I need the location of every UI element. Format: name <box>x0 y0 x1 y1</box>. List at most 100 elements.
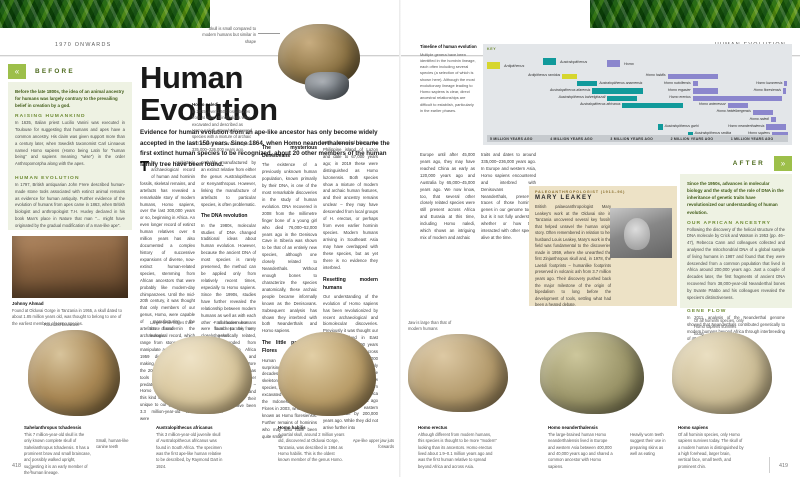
chart-bar-15 <box>771 131 788 137</box>
chart-bar-label-9: Homo ergaster <box>667 87 691 92</box>
chart-bar-11 <box>727 102 748 108</box>
annotation-chin: Of all hominin species, only Homo sapien… <box>694 318 744 336</box>
before-label: BEFORE <box>35 68 75 75</box>
caption-olduvai-name: Johnny Ahmad <box>12 301 44 306</box>
chart-bar-label-5: Australopithecus garhi <box>664 123 699 128</box>
skull-name-3: Homo erectus <box>418 425 448 430</box>
chart-bar-2 <box>592 88 643 94</box>
before-intro: Before the late 1800s, the idea of an an… <box>15 89 125 109</box>
axis-tick-1: 4 MILLION YEARS AGO <box>550 136 593 141</box>
chart-bar-label-17: Homo floresiensis <box>753 87 781 92</box>
col4-para-0: were recovered from the Philippine islan… <box>323 140 378 270</box>
after-label: AFTER <box>732 160 765 167</box>
skull-text-2: A partial skull, around 2 million years … <box>278 431 345 463</box>
chart-bar-5 <box>657 124 663 130</box>
article-column-5: Europe until after 45,000 years ago, the… <box>420 152 475 245</box>
before-body-1: In 1797, British antiquarian John Frere … <box>15 181 125 228</box>
legend-label-2: Homo <box>624 61 634 66</box>
era-label: 1970 ONWARDS <box>55 42 112 48</box>
col3-heading: The mysterious Denisovans <box>262 145 317 160</box>
skull-name-0: Sahelanthropus tchadensis <box>24 425 82 430</box>
chart-bar-label-15: Homo sapiens <box>747 131 770 135</box>
annotation-apelike-jaw: Ape-like upper jaw juts forwards <box>352 438 394 450</box>
skull-caption-sahelanthropus: Sahelanthropus tchadensis This 7 million… <box>24 425 92 476</box>
biography-name: MARY LEAKEY <box>535 195 593 201</box>
before-tab[interactable]: « BEFORE <box>8 64 75 79</box>
skull-photo-sahelanthropus <box>28 330 120 416</box>
header-art-left <box>0 0 210 28</box>
page-number-right: 419 <box>779 463 788 469</box>
chart-bar-13 <box>770 117 777 123</box>
chart-bar-12 <box>752 110 773 116</box>
col2-heading: The DNA revolution <box>201 213 248 220</box>
chart-caption-body: Multiple genera have been identified in … <box>420 51 476 113</box>
chart-bar-label-10: Homo erectus <box>669 95 691 99</box>
skull-text-1: This 3 million-year-old juvenile skull o… <box>156 431 223 469</box>
chart-caption: Timeline of human evolution Multiple gen… <box>420 44 477 114</box>
legend-item-0: Ardipithecus <box>487 62 524 69</box>
chart-bar-label-2: Australopithecus afarensis <box>550 87 591 92</box>
skull-photo-erectus <box>408 334 508 412</box>
skull-caption-neanderthalensis: Homo neanderthalensis The large-brained … <box>548 425 614 470</box>
chart-bar-8 <box>692 81 698 87</box>
col5-para-0: Europe until after 45,000 years ago, the… <box>420 152 475 241</box>
chart-bar-16 <box>784 81 788 87</box>
chart-bar-label-3: Australopithecus bahrelghazali <box>558 95 606 99</box>
col4-heading: Resetting modern humans <box>323 276 378 291</box>
annotation-juvenile: Facial bones were found separately from … <box>214 320 254 338</box>
biography-body: British palaeoanthropologist Mary Leakey… <box>535 204 611 308</box>
chart-bar-label-7: Homo habilis <box>645 73 666 78</box>
annotation-braincase: Rounded braincase <box>44 322 80 327</box>
after-panel: Since the 1950s, advances in molecular b… <box>680 174 792 341</box>
chart-bar-label-12: Homo heidelbergensis <box>716 109 751 114</box>
chart-bar-6 <box>687 131 693 137</box>
skull-text-4: The large-brained human Homo neanderthal… <box>548 431 613 469</box>
col3-para-0: The existence of a previously unknown hu… <box>262 162 317 334</box>
page-rule-right <box>769 457 770 473</box>
article-column-6: traits and dates to around 335,000–236,0… <box>481 152 536 245</box>
chart-bar-label-4: Australopithecus africanus <box>580 102 621 107</box>
skull-caption-sapiens: Homo sapiens Of all hominin species, onl… <box>678 425 744 470</box>
annotation-worn-teeth: Heavily worn teeth suggest their use in … <box>630 432 666 457</box>
legend-swatch-2 <box>607 60 620 67</box>
timeline-chart: KEY Ardipithecus Australopithecus Homo A… <box>483 44 792 145</box>
axis-tick-3: 2 MILLION YEARS AGO <box>670 136 714 141</box>
page-title-line2: Evolution <box>140 92 278 128</box>
caption-olduvai: Johnny Ahmad Found at Olduvai Gorge in T… <box>12 301 128 327</box>
col6-para-0: traits and dates to around 335,000–236,0… <box>481 152 536 241</box>
chart-bar-17 <box>782 88 786 94</box>
chevron-left-icon: « <box>8 64 26 79</box>
skull-text-0: This 7 million-year-old skull is the onl… <box>24 431 91 475</box>
before-heading-1: HUMAN EVOLUTION <box>15 175 80 181</box>
before-panel: Before the late 1800s, the idea of an an… <box>8 82 132 230</box>
skull-photo-habilis <box>278 332 376 416</box>
skull-photo-neanderthalensis <box>540 332 644 414</box>
skull-caption-africanus: Australopithecus africanus This 3 millio… <box>156 425 224 470</box>
chart-bar-4 <box>622 102 683 108</box>
after-tab[interactable]: » AFTER <box>733 156 792 171</box>
skull-name-1: Australopithecus africanus <box>156 425 213 430</box>
after-intro: Since the 1950s, advances in molecular b… <box>687 181 784 215</box>
legend-label-1: Australopithecus <box>560 59 588 64</box>
chart-bar-label-8: Homo rudolfensis <box>663 80 691 85</box>
page-gutter <box>399 0 401 477</box>
specimen-photo-olduvai <box>12 236 128 298</box>
skull-photo-sapiens <box>672 332 772 414</box>
chart-bar-label-0: Ardipithecus ramidus <box>528 73 561 78</box>
specimen-photo-naledi-jaw <box>305 72 349 100</box>
chart-bar-9 <box>692 88 718 94</box>
chart-bar-label-14: Homo neanderthalensis <box>728 123 765 128</box>
before-heading-0: RAISING HUMANKIND <box>15 114 86 120</box>
legend-swatch-0 <box>487 62 500 69</box>
standfirst: Evidence for human evolution from an ape… <box>140 129 390 168</box>
annotation-brow: Larger brow ridges than those of modern … <box>150 320 194 338</box>
chart-bar-7 <box>667 74 718 80</box>
after-heading-0: OUR AFRICAN ANCESTRY <box>687 220 771 226</box>
biography-eyebrow: PALEOANTHROPOLOGIST (1913–96) <box>535 190 626 194</box>
chart-bar-label-1: Australopithecus anamensis <box>599 80 643 85</box>
chart-caption-title: Timeline of human evolution <box>420 44 477 49</box>
skull-caption-erectus: Homo erectus Although different from mod… <box>418 425 498 470</box>
caption-homo-naledi: Homo naledi In 2015, over 1,500 fossil b… <box>192 102 254 153</box>
chart-bar-3 <box>607 95 638 101</box>
page-title-line1: Human <box>140 60 244 95</box>
